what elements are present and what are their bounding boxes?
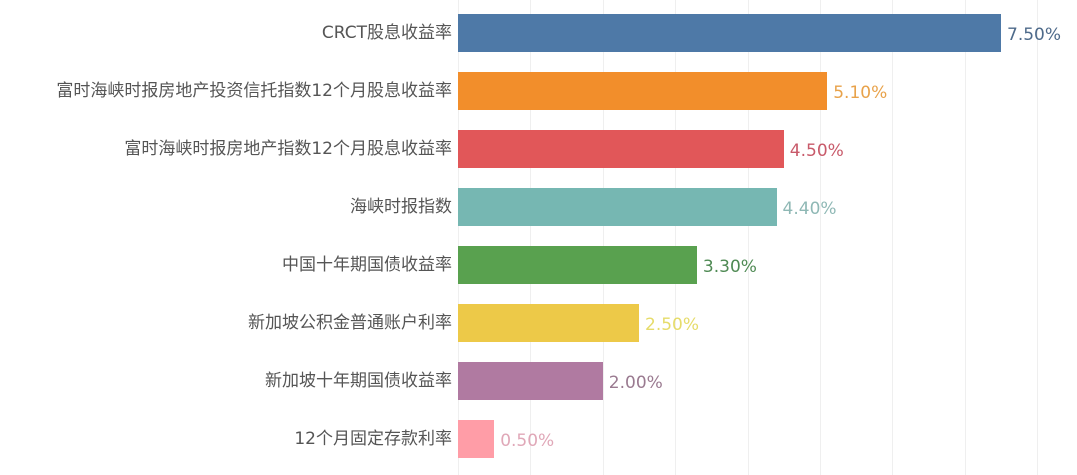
- bar: [458, 362, 603, 400]
- value-label: 4.40%: [782, 199, 837, 219]
- gridline: [964, 0, 966, 475]
- bar-row: 新加坡公积金普通账户利率 2.50%: [0, 304, 1077, 342]
- category-label: 海峡时报指数: [350, 197, 452, 217]
- bar-row: 富时海峡时报房地产投资信托指数12个月股息收益率 5.10%: [0, 72, 1077, 110]
- bar-row: 12个月固定存款利率 0.50%: [0, 420, 1077, 458]
- bar-row: 富时海峡时报房地产指数12个月股息收益率 4.50%: [0, 130, 1077, 168]
- gridline: [602, 0, 604, 475]
- category-label: 新加坡公积金普通账户利率: [248, 313, 452, 333]
- bar: [458, 14, 1001, 52]
- gridline: [530, 0, 532, 475]
- category-label: 新加坡十年期国债收益率: [265, 371, 452, 391]
- gridline: [675, 0, 677, 475]
- value-label: 3.30%: [702, 257, 757, 277]
- bar: [458, 246, 697, 284]
- value-label: 2.50%: [645, 315, 700, 335]
- gridline: [820, 0, 821, 475]
- gridline: [458, 0, 459, 475]
- category-label: 12个月固定存款利率: [294, 429, 452, 449]
- category-label: CRCT股息收益率: [321, 23, 452, 43]
- bar-row: 新加坡十年期国债收益率 2.00%: [0, 362, 1077, 400]
- bar: [458, 130, 784, 168]
- value-label: 5.10%: [833, 83, 888, 103]
- value-label: 7.50%: [1007, 25, 1062, 45]
- value-label: 4.50%: [789, 141, 844, 161]
- bar-row: 海峡时报指数 4.40%: [0, 188, 1077, 226]
- bar: [458, 304, 639, 342]
- bar: [458, 188, 777, 226]
- bar-row: 中国十年期国债收益率 3.30%: [0, 246, 1077, 284]
- value-label: 2.00%: [608, 373, 663, 393]
- category-label: 富时海峡时报房地产指数12个月股息收益率: [124, 139, 452, 159]
- category-label: 富时海峡时报房地产投资信托指数12个月股息收益率: [56, 81, 452, 101]
- bar: [458, 420, 495, 458]
- bar: [458, 72, 828, 110]
- gridline: [747, 0, 749, 475]
- category-label: 中国十年期国债收益率: [282, 255, 452, 275]
- value-label: 0.50%: [500, 431, 555, 451]
- gridline: [1037, 0, 1039, 475]
- gridline: [892, 0, 894, 475]
- bar-row: CRCT股息收益率 7.50%: [0, 14, 1077, 52]
